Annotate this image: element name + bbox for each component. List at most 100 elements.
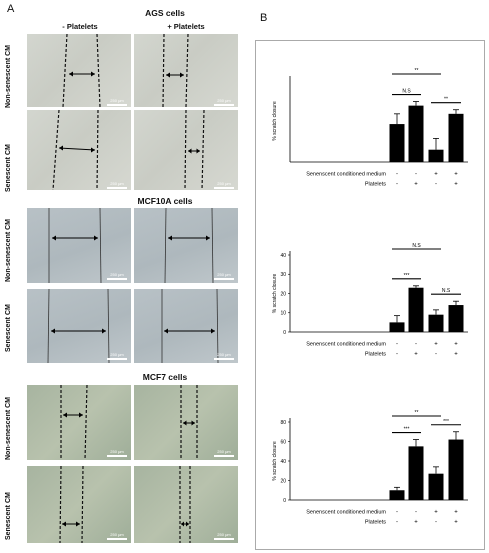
significance-label: *** [404, 273, 410, 279]
sign-platelets: + [414, 352, 418, 358]
micrograph-mcf7-sen-minus: 250 μm [27, 466, 131, 543]
scale-bar: 250 μm [107, 532, 127, 540]
section-title-mcf7: MCF7 cells [142, 372, 188, 382]
sign-platelets: + [454, 352, 458, 358]
row-label-non-senescent: Non-senescent CM [5, 44, 12, 108]
bar [408, 287, 424, 332]
micrograph-ags-non-minus: 250 μm [27, 34, 131, 107]
sign-medium: + [434, 510, 438, 516]
significance-label: ** [415, 68, 419, 74]
bar [389, 490, 405, 500]
sign-platelets: + [414, 520, 418, 526]
scale-bar: 250 μm [107, 98, 127, 106]
row-label-medium: Senenscent conditioned medium [306, 510, 386, 516]
bar [448, 305, 464, 332]
bar [428, 149, 444, 162]
significance-label: *** [404, 427, 410, 433]
micrograph-mcf10a-non-minus: 250 μm [27, 208, 131, 283]
chart-mcf10a: 0 10 20 30 40 % scratch closure N.S *** N.S Senen… [256, 225, 482, 380]
y-axis-label: % scratch closure [272, 101, 278, 141]
scale-bar: 250 μm [107, 352, 127, 360]
scale-bar: 250 μm [214, 532, 234, 540]
row-label-non-senescent: Non-senescent CM [5, 396, 12, 460]
y-tick-label: 20 [280, 478, 286, 484]
micrograph-mcf7-sen-plus: 250 μm [134, 466, 238, 543]
sign-platelets: - [435, 352, 437, 358]
sign-platelets: + [454, 520, 458, 526]
significance-label: N.S [442, 288, 451, 294]
bar [389, 322, 405, 332]
y-tick-label: 0 [283, 498, 286, 504]
micrograph-mcf7-non-minus: 250 μm [27, 385, 131, 460]
scale-bar: 250 μm [214, 352, 234, 360]
sign-medium: - [415, 342, 417, 348]
bar [428, 314, 444, 332]
sign-medium: + [454, 342, 458, 348]
row-label-senescent: Senescent CM [5, 144, 12, 192]
panel-a-letter: A [7, 3, 15, 15]
scale-bar: 250 μm [214, 181, 234, 189]
sign-medium: + [454, 510, 458, 516]
row-label-platelets: Platelets [365, 182, 386, 188]
significance-label: ** [444, 97, 448, 103]
row-label-senescent: Senescent CM [5, 304, 12, 352]
bar [448, 439, 464, 500]
panel-b-letter: B [260, 12, 268, 24]
bar [389, 124, 405, 162]
micrograph-mcf10a-non-plus: 250 μm [134, 208, 238, 283]
y-tick-label: 30 [280, 272, 286, 278]
sign-platelets: - [396, 352, 398, 358]
row-label-medium: Senenscent conditioned medium [306, 172, 386, 178]
sign-medium: + [434, 172, 438, 178]
micrograph-mcf7-non-plus: 250 μm [134, 385, 238, 460]
scale-bar: 250 μm [107, 181, 127, 189]
y-tick-label: 20 [280, 291, 286, 297]
row-label-non-senescent: Non-senescent CM [5, 218, 12, 282]
sign-medium: - [396, 510, 398, 516]
scale-bar: 250 μm [214, 272, 234, 280]
col-label-minus-platelets: - Platelets [62, 22, 98, 31]
chart-mcf7: 0 20 40 60 80% scratch closure ** *** *** Senens… [256, 392, 482, 548]
y-tick-label: 40 [280, 459, 286, 465]
sign-medium: + [434, 342, 438, 348]
sign-medium: - [396, 172, 398, 178]
micrograph-mcf10a-sen-minus: 250 μm [27, 289, 131, 363]
row-label-medium: Senenscent conditioned medium [306, 342, 386, 348]
col-label-plus-platelets: + Platelets [167, 22, 205, 31]
significance-label: N.S [402, 89, 411, 95]
sign-medium: + [454, 172, 458, 178]
bar [448, 113, 464, 162]
micrograph-mcf10a-sen-plus: 250 μm [134, 289, 238, 363]
row-label-platelets: Platelets [365, 520, 386, 526]
scale-bar: 250 μm [107, 272, 127, 280]
section-title-ags: AGS cells [145, 8, 185, 18]
y-axis-label: % scratch closure [272, 441, 278, 481]
y-tick-label: 80 [280, 420, 286, 426]
sign-medium: - [415, 510, 417, 516]
bar [408, 446, 424, 500]
sign-platelets: - [435, 520, 437, 526]
sign-medium: - [415, 172, 417, 178]
y-tick-label: 60 [280, 439, 286, 445]
section-title-mcf10a: MCF10A cells [137, 196, 193, 206]
sign-platelets: - [396, 520, 398, 526]
y-axis-label: % scratch closure [272, 274, 278, 314]
bar [428, 473, 444, 500]
micrograph-ags-non-plus: 250 μm [134, 34, 238, 107]
micrograph-ags-sen-plus: 250 μm [134, 110, 238, 190]
scale-bar: 250 μm [107, 449, 127, 457]
y-tick-label: 0 [283, 330, 286, 336]
scale-bar: 250 μm [214, 449, 234, 457]
significance-label: ** [415, 410, 419, 416]
significance-label: N.S [412, 243, 421, 249]
scale-bar: 250 μm [214, 98, 234, 106]
chart-ags: % scratch closure ** N.S ** Senenscent condi… [256, 50, 482, 210]
y-tick-label: 10 [280, 311, 286, 317]
sign-platelets: - [396, 182, 398, 188]
bar-chart-mcf10a: 0 10 20 30 40 % scratch closure N.S *** N.S Senen… [272, 243, 468, 358]
bar-chart-ags: % scratch closure ** N.S ** Senenscent condi… [272, 68, 468, 188]
micrograph-ags-sen-minus: 250 μm [27, 110, 131, 190]
sign-platelets: + [454, 182, 458, 188]
significance-label: *** [443, 419, 449, 425]
